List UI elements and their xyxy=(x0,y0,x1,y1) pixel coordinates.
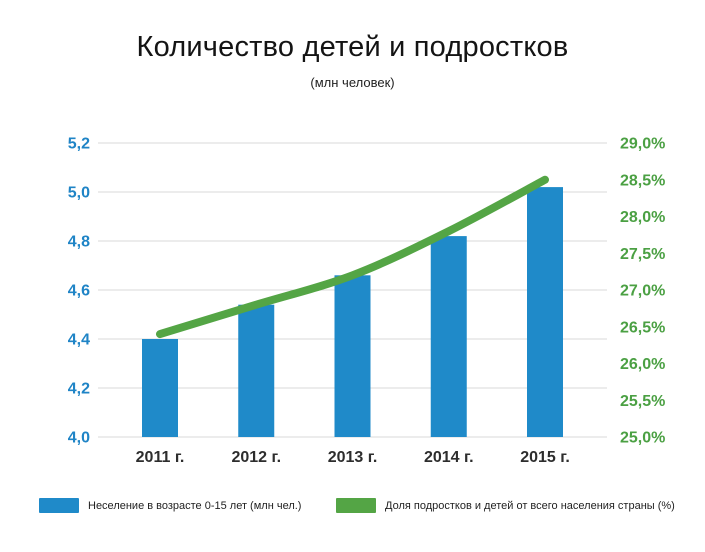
right-axis-tick-label: 29,0% xyxy=(620,136,665,153)
bar xyxy=(430,236,467,437)
x-axis-label: 2014 г. xyxy=(424,449,474,466)
right-axis-tick-label: 28,5% xyxy=(620,172,665,189)
x-axis-label: 2013 г. xyxy=(328,449,378,466)
chart-title: Количество детей и подростков xyxy=(136,31,569,63)
legend-item-population: Неселение в возрасте 0-15 лет (млн чел.) xyxy=(39,497,301,514)
right-axis-tick-label: 25,0% xyxy=(620,430,665,447)
left-axis-tick-label: 4,0 xyxy=(68,430,90,447)
right-axis-tick-label: 28,0% xyxy=(620,209,665,226)
bar xyxy=(238,304,275,437)
legend-swatch-line-icon xyxy=(336,498,376,513)
bar xyxy=(527,187,563,437)
x-axis-label: 2011 г. xyxy=(136,449,185,466)
legend-swatch-bar-icon xyxy=(39,498,79,513)
right-axis-tick-label: 25,5% xyxy=(620,393,665,410)
legend-item-share: Доля подростков и детей от всего населен… xyxy=(336,497,675,514)
left-axis-tick-label: 5,2 xyxy=(68,136,90,153)
right-axis-tick-label: 27,5% xyxy=(620,246,665,263)
trend-line xyxy=(156,175,549,339)
bar xyxy=(142,339,178,437)
legend-label-population: Неселение в возрасте 0-15 лет (млн чел.) xyxy=(88,499,302,512)
right-axis-tick-label: 27,0% xyxy=(620,283,665,300)
right-axis-tick-label: 26,5% xyxy=(620,319,665,336)
right-axis-tick-label: 26,0% xyxy=(620,356,665,373)
legend-label-share: Доля подростков и детей от всего населен… xyxy=(385,499,675,512)
chart-subtitle: (млн человек) xyxy=(310,75,395,90)
left-axis-tick-label: 4,4 xyxy=(68,332,90,349)
x-axis-label: 2012 г. xyxy=(231,449,281,466)
x-axis-label: 2015 г. xyxy=(520,449,570,466)
left-axis-tick-label: 4,2 xyxy=(68,381,90,398)
bar xyxy=(334,275,371,437)
left-axis-tick-label: 4,8 xyxy=(68,234,90,251)
left-axis-tick-label: 5,0 xyxy=(68,185,90,202)
left-axis-tick-label: 4,6 xyxy=(68,283,90,300)
